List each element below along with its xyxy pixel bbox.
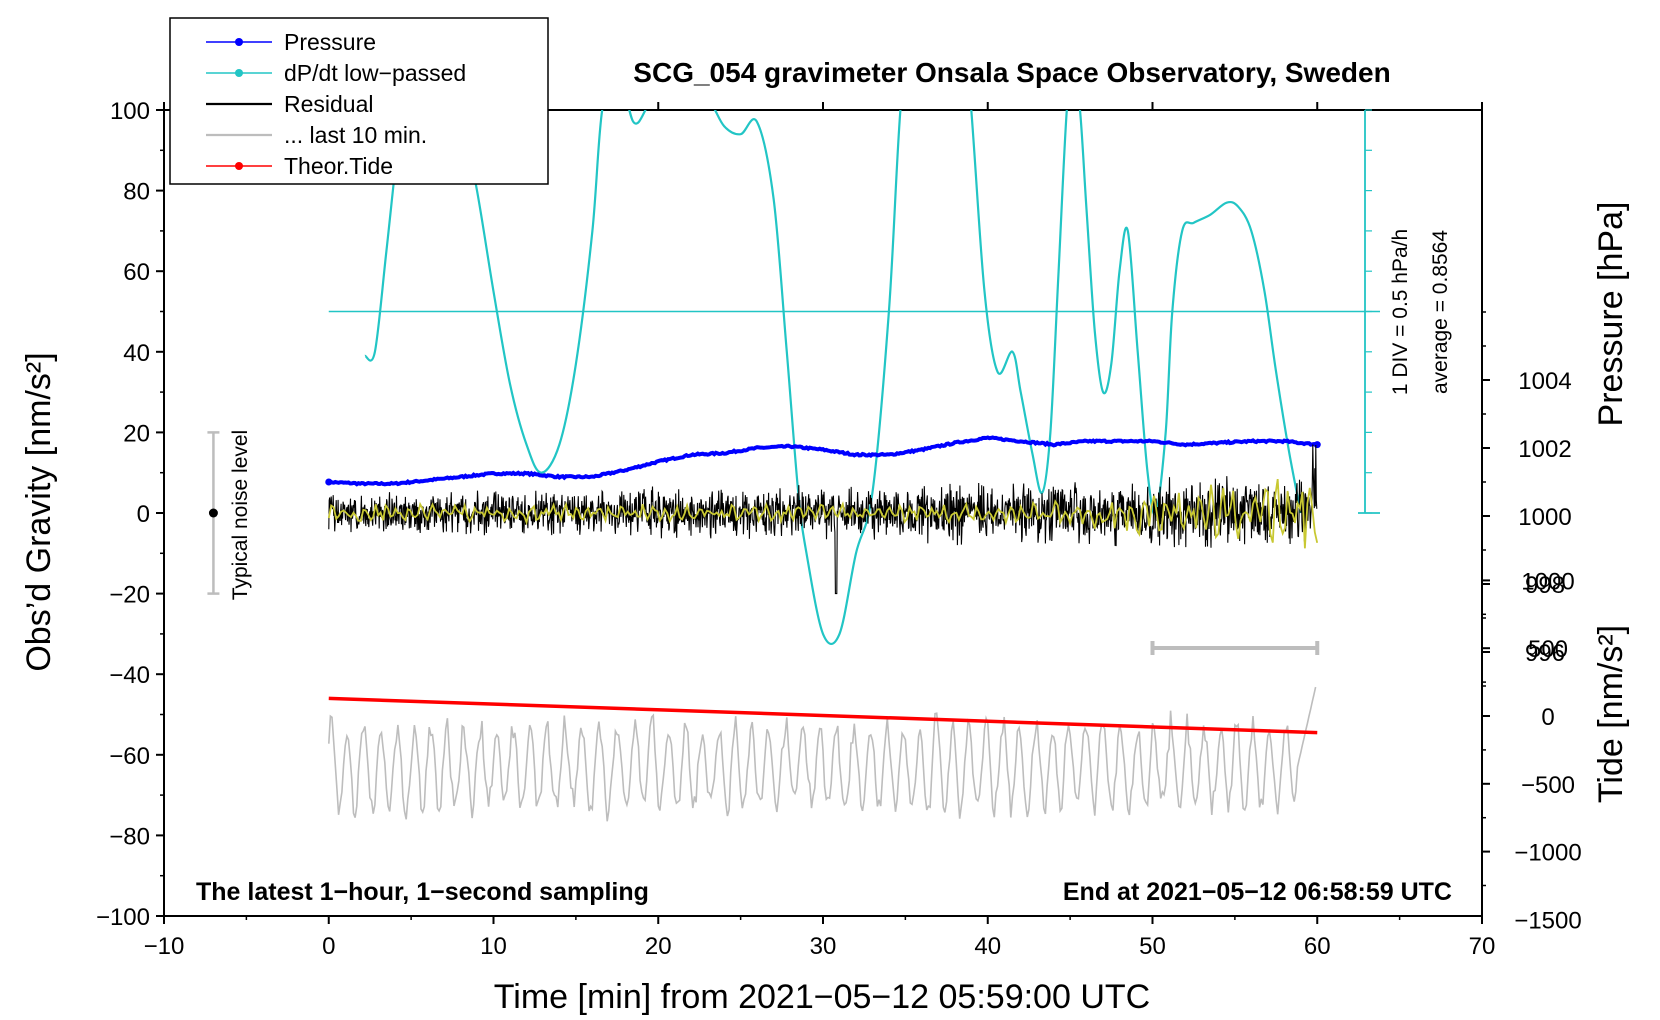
pressure-tick-label: 1000 xyxy=(1518,504,1571,531)
last10-layer xyxy=(328,686,1317,822)
tide-layer xyxy=(328,696,1318,735)
residual-layer xyxy=(327,444,1319,595)
y-axis-left: −100 −80 −60 −40 −20 0 20 40 60 80 100 xyxy=(96,98,164,931)
y-tick-label: 0 xyxy=(137,501,150,528)
noise-level-label: Typical noise level xyxy=(229,430,252,600)
y-tick-label: 20 xyxy=(123,420,150,447)
x-tick-label: 50 xyxy=(1139,933,1166,960)
pressure-tick-label: 998 xyxy=(1525,572,1565,599)
pressure-tick-label: 996 xyxy=(1525,640,1565,667)
legend-marker xyxy=(235,38,243,46)
tide-tick-label: −500 xyxy=(1521,772,1575,799)
legend-box xyxy=(169,17,549,185)
x-tick-label: 70 xyxy=(1469,933,1496,960)
x-tick-label: 10 xyxy=(480,933,507,960)
pressure-tick-label: 1004 xyxy=(1518,368,1571,395)
pressure-layer xyxy=(325,435,1321,487)
y-tick-label: −40 xyxy=(109,662,150,689)
y-axis-title-left: Obs’d Gravity [nm/s²] xyxy=(20,352,58,671)
y-axis-title-tide: Tide [nm/s²] xyxy=(1592,625,1630,803)
legend-label: Pressure xyxy=(284,29,376,55)
residual-filtered-line xyxy=(327,478,1319,549)
bottom-right-note: End at 2021−05−12 06:58:59 UTC xyxy=(1063,878,1452,906)
x-tick-label: 20 xyxy=(645,933,672,960)
legend-rows: Pressure dP/dt low−passed Residual ... last… xyxy=(206,29,466,179)
y-axis-title-pressure: Pressure [hPa] xyxy=(1592,202,1630,427)
residual-line xyxy=(328,444,1318,595)
average-label: average = 0.8564 xyxy=(1429,230,1452,394)
x-axis-title: Time [min] from 2021−05−12 05:59:00 UTC xyxy=(494,978,1150,1016)
x-tick-label: 60 xyxy=(1304,933,1331,960)
legend-label: dP/dt low−passed xyxy=(284,60,466,86)
bottom-left-note: The latest 1−hour, 1−second sampling xyxy=(196,878,649,906)
x-axis: −10 0 10 20 30 40 50 60 70 xyxy=(144,102,1496,960)
y-tick-label: −60 xyxy=(109,743,150,770)
div-label: 1 DIV = 0.5 hPa/h xyxy=(1389,229,1412,395)
legend-label: Residual xyxy=(284,91,374,117)
y-tick-label: −20 xyxy=(109,582,150,609)
tide-tick-label: −1500 xyxy=(1514,907,1581,934)
chart-title: SCG_054 gravimeter Onsala Space Observat… xyxy=(633,57,1390,88)
legend-label: ... last 10 min. xyxy=(284,122,427,148)
last10-line xyxy=(328,686,1317,822)
annotation-bars xyxy=(207,431,1320,655)
noise-bar-center-dot xyxy=(208,508,218,518)
pressure-tick-label: 1002 xyxy=(1518,436,1571,463)
x-tick-label: 0 xyxy=(322,933,335,960)
x-tick-label: −10 xyxy=(144,933,185,960)
legend-marker xyxy=(235,69,243,77)
tide-tick-label: 1000 xyxy=(1521,568,1574,595)
y-tick-label: 80 xyxy=(123,179,150,206)
legend: Pressure dP/dt low−passed Residual ... last… xyxy=(169,17,549,185)
x-tick-label: 30 xyxy=(810,933,837,960)
tide-line xyxy=(328,696,1318,735)
pressure-line xyxy=(327,435,1317,487)
pressure-start-point xyxy=(325,478,333,486)
x-tick-label: 40 xyxy=(974,933,1001,960)
tide-tick-label: 500 xyxy=(1528,636,1568,663)
legend-marker xyxy=(235,162,243,170)
y-axis-tide: −1500 −1000 −500 0 500 1000 xyxy=(1482,568,1582,934)
y-tick-label: −100 xyxy=(96,904,150,931)
tide-tick-label: −1000 xyxy=(1514,840,1581,867)
y-tick-label: 60 xyxy=(123,259,150,286)
y-tick-label: 40 xyxy=(123,340,150,367)
tide-tick-label: 0 xyxy=(1541,704,1554,731)
pressure-end-point xyxy=(1313,441,1321,449)
y-tick-label: −80 xyxy=(109,823,150,850)
y-tick-label: 100 xyxy=(110,98,150,125)
legend-label: Theor.Tide xyxy=(284,153,393,179)
